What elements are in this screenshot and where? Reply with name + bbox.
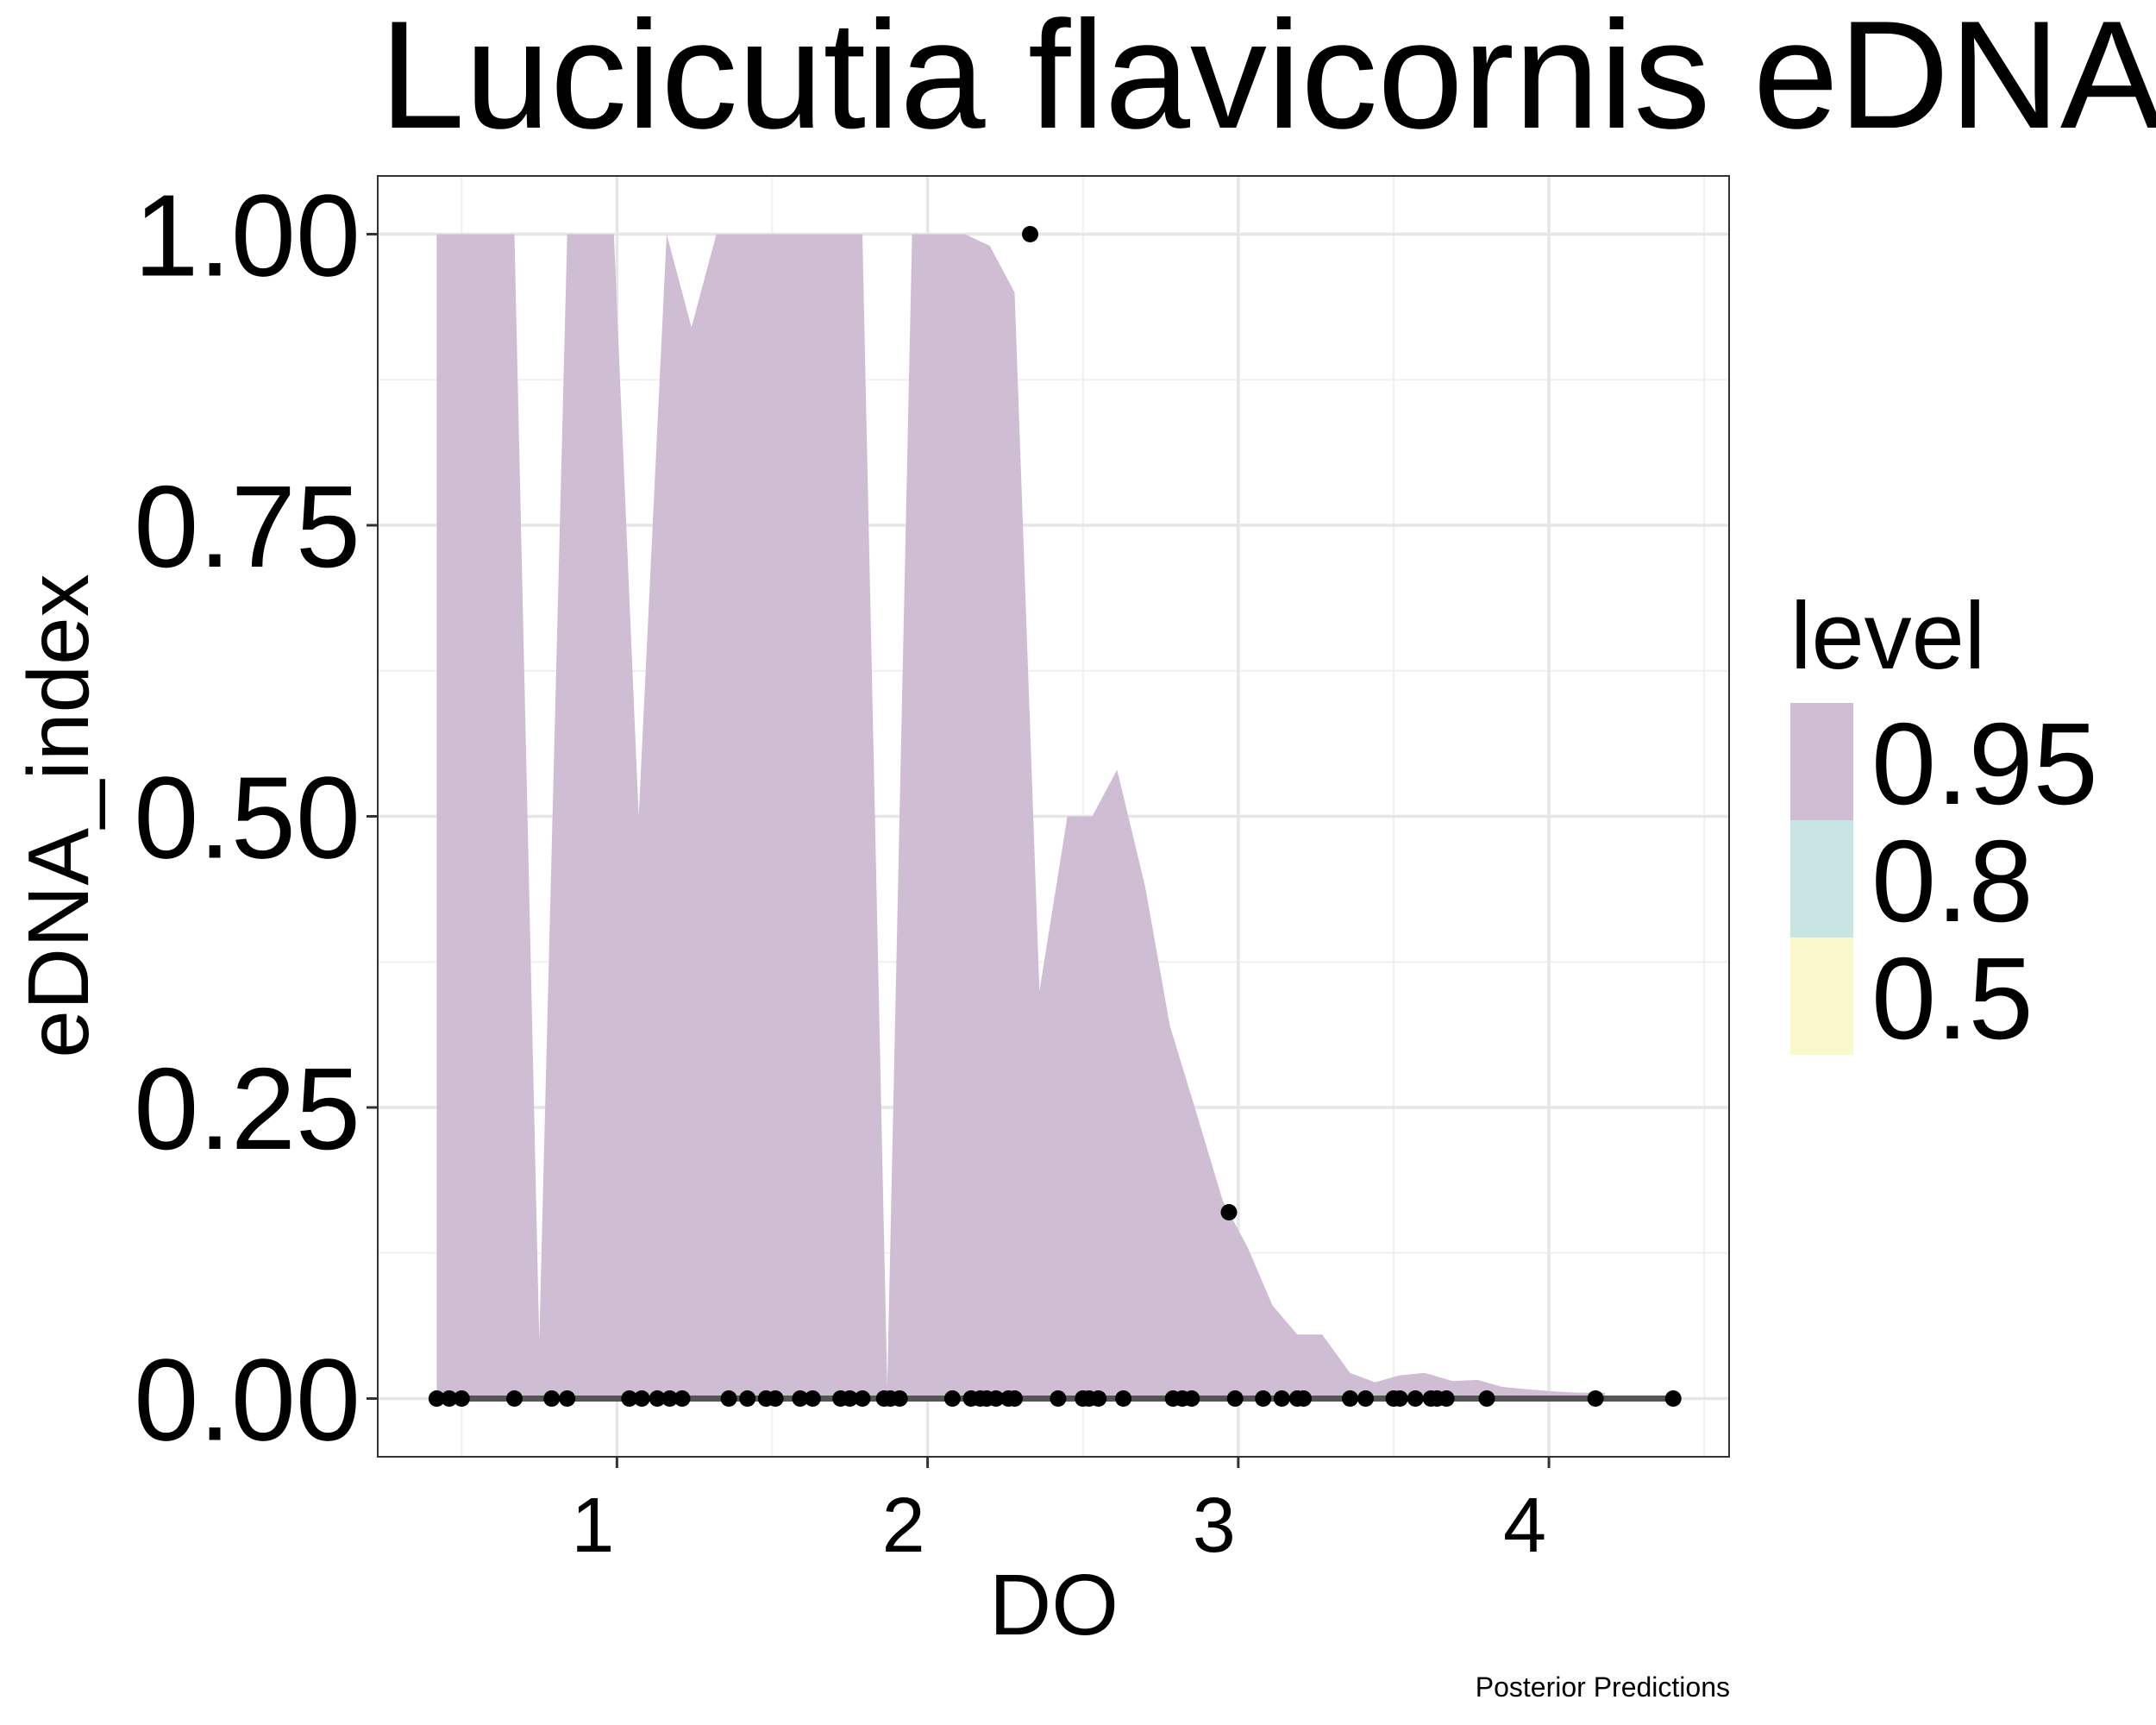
x-axis: 1 2 3 4 (571, 1457, 1551, 1569)
observation-point (1407, 1390, 1424, 1407)
observation-point (1587, 1390, 1604, 1407)
y-tick-label: 0.75 (134, 461, 360, 592)
observation-point (428, 1390, 445, 1407)
observation-point (633, 1390, 650, 1407)
observation-point (804, 1390, 821, 1407)
observation-point (1342, 1390, 1358, 1407)
ribbon-095 (436, 234, 1605, 1399)
legend: level 0.950.80.5 (1790, 583, 2098, 1063)
observation-point (661, 1390, 679, 1407)
observation-point (1478, 1390, 1495, 1407)
observation-point (1115, 1390, 1132, 1407)
observation-point (792, 1390, 809, 1407)
observation-point (1664, 1390, 1682, 1407)
y-axis: 0.00 0.25 0.50 0.75 1.00 (134, 171, 378, 1465)
legend-entries: 0.950.80.5 (1790, 699, 2098, 1063)
x-tick-label: 4 (1503, 1483, 1546, 1569)
observation-point (674, 1390, 691, 1407)
x-tick-label: 1 (571, 1483, 614, 1569)
observation-point (1438, 1390, 1455, 1407)
observation-point (543, 1390, 561, 1407)
y-axis-title: eDNA_index (10, 574, 107, 1057)
x-axis-title: DO (989, 1557, 1119, 1653)
observation-point (559, 1390, 576, 1407)
observation-point (1273, 1390, 1290, 1407)
observation-point (453, 1390, 470, 1407)
observation-point (767, 1390, 784, 1407)
observation-point (1255, 1390, 1272, 1407)
observation-point (1391, 1390, 1408, 1407)
observation-point (1183, 1390, 1200, 1407)
legend-label: 0.95 (1871, 699, 2098, 829)
legend-title: level (1790, 583, 1985, 689)
x-tick-label: 3 (1193, 1483, 1236, 1569)
observation-point (720, 1390, 737, 1407)
y-tick-label: 0.00 (134, 1335, 360, 1465)
observation-point (987, 1390, 1005, 1407)
chart-title: Lucicutia flavicornis eDNA In (379, 0, 2156, 160)
observation-point (1357, 1390, 1374, 1407)
legend-key (1790, 820, 1853, 938)
observation-point (943, 1390, 961, 1407)
observation-point (441, 1390, 458, 1407)
observation-point (1006, 1390, 1023, 1407)
y-tick-label: 0.50 (134, 753, 360, 883)
observation-point (854, 1390, 871, 1407)
legend-label: 0.5 (1871, 933, 2034, 1063)
observation-point (1022, 226, 1038, 242)
legend-label: 0.8 (1871, 816, 2034, 946)
observation-point (1050, 1390, 1067, 1407)
observation-point (1090, 1390, 1107, 1407)
observation-point (1220, 1204, 1238, 1220)
y-tick-label: 0.25 (134, 1044, 360, 1174)
legend-key (1790, 938, 1853, 1055)
credible-interval-ribbons (436, 234, 1605, 1399)
caption: Posterior Predictions (1476, 1672, 1730, 1703)
x-tick-label: 2 (882, 1483, 925, 1569)
observation-point (739, 1390, 756, 1407)
legend-key (1790, 703, 1853, 820)
observation-point (621, 1390, 638, 1407)
observation-point (1295, 1390, 1312, 1407)
observation-point (891, 1390, 908, 1407)
observation-point (1226, 1390, 1244, 1407)
observation-point (506, 1390, 523, 1407)
observation-point (649, 1390, 666, 1407)
observation-point (842, 1390, 858, 1407)
observation-points (428, 226, 1682, 1407)
y-tick-label: 1.00 (134, 171, 360, 301)
